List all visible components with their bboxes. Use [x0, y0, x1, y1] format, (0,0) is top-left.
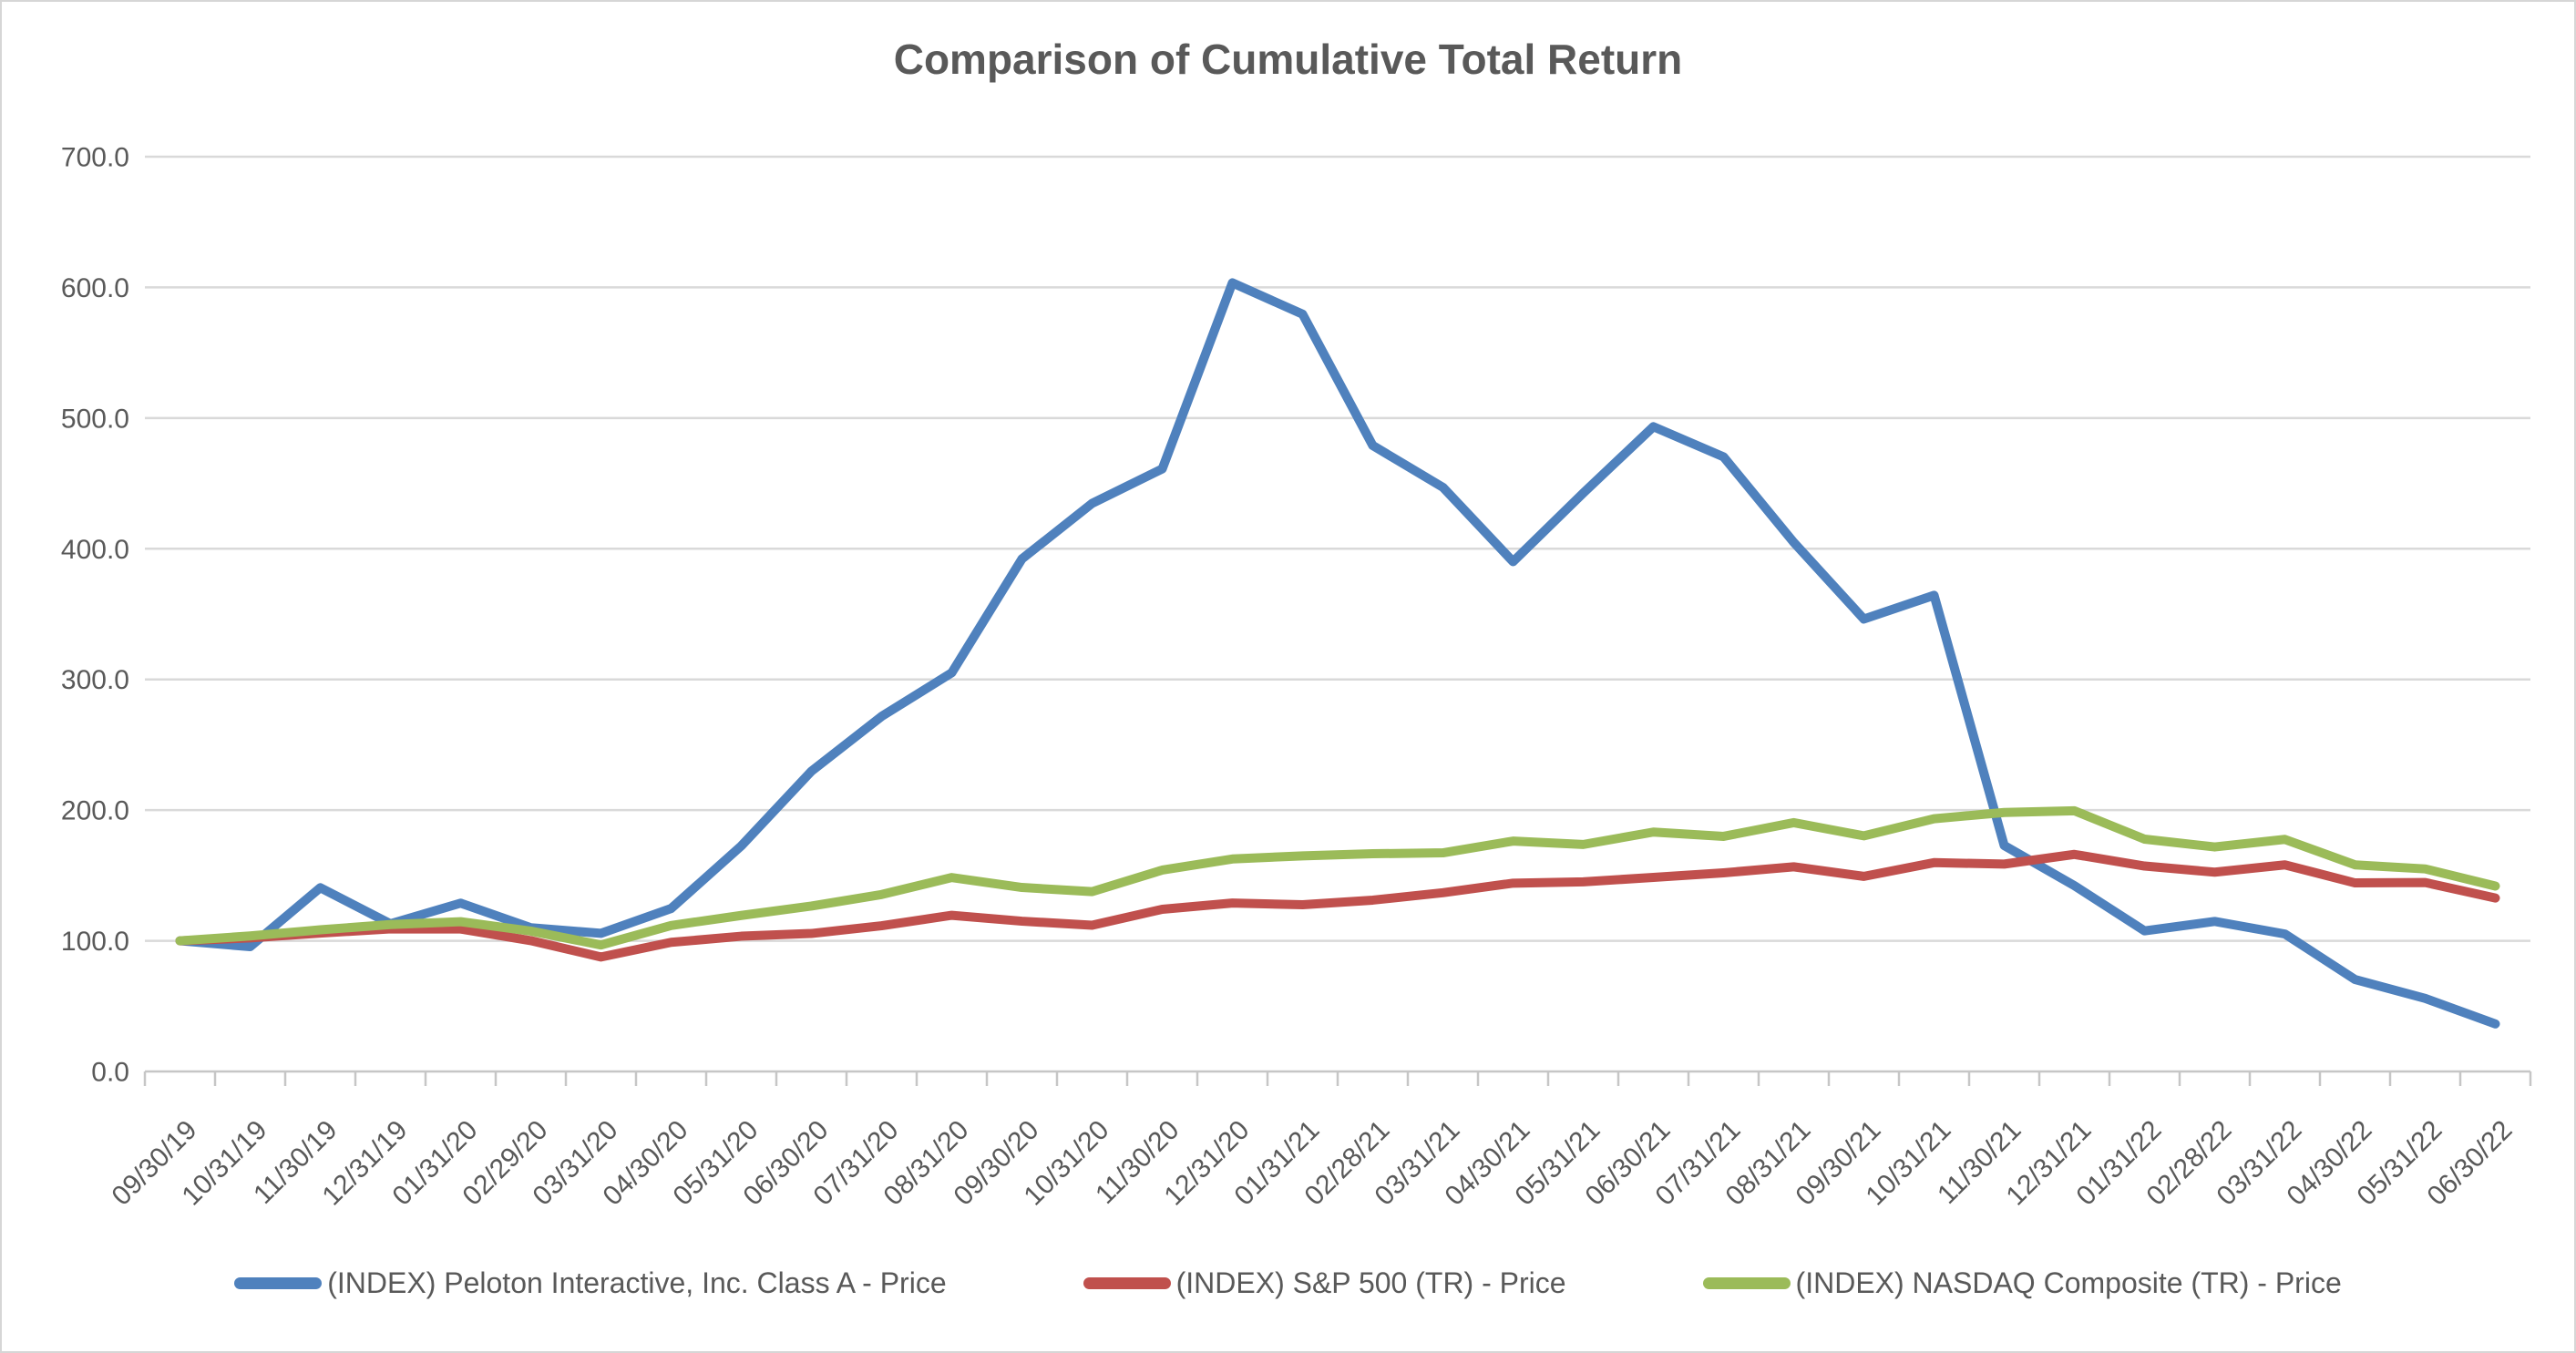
y-axis-label: 600.0	[61, 273, 129, 303]
series-line-sp500	[175, 849, 2500, 962]
legend-swatch-sp500-icon	[1083, 1277, 1171, 1289]
legend-label-nasdaq: (INDEX) NASDAQ Composite (TR) - Price	[1795, 1266, 2342, 1299]
y-axis-label: 500.0	[61, 404, 129, 434]
chart-title: Comparison of Cumulative Total Return	[893, 36, 1683, 83]
legend: (INDEX) Peloton Interactive, Inc. Class …	[2, 1266, 2574, 1300]
series-line-peloton	[175, 278, 2500, 1029]
y-axis-label: 200.0	[61, 796, 129, 826]
y-axis-label: 100.0	[61, 927, 129, 957]
legend-item-nasdaq: (INDEX) NASDAQ Composite (TR) - Price	[1702, 1266, 2342, 1300]
legend-swatch-nasdaq-icon	[1702, 1277, 1791, 1289]
y-axis-label: 400.0	[61, 535, 129, 565]
y-axis-label: 300.0	[61, 665, 129, 695]
series-line-nasdaq	[175, 805, 2500, 950]
y-axis-label: 700.0	[61, 142, 129, 172]
y-axis-label: 0.0	[91, 1058, 129, 1088]
legend-label-sp500: (INDEX) S&P 500 (TR) - Price	[1175, 1266, 1566, 1299]
legend-item-peloton: (INDEX) Peloton Interactive, Inc. Class …	[234, 1266, 947, 1300]
legend-swatch-peloton-icon	[234, 1277, 323, 1289]
legend-item-sp500: (INDEX) S&P 500 (TR) - Price	[1083, 1266, 1566, 1300]
legend-label-peloton: (INDEX) Peloton Interactive, Inc. Class …	[327, 1266, 947, 1299]
